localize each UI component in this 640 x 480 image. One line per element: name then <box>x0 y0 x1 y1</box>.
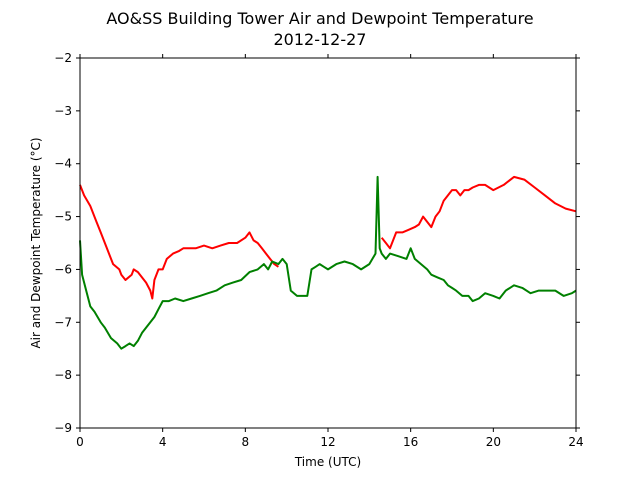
tick-layer: 0 4 8 12 16 20 24 −9 −8 −7 −6 −5 −4 −3 −2 <box>54 51 583 449</box>
x-tick-label: 8 <box>242 435 250 449</box>
x-tick-label: 24 <box>568 435 583 449</box>
series-layer <box>79 175 577 350</box>
chart-title: AO&SS Building Tower Air and Dewpoint Te… <box>106 9 533 28</box>
series-line-1 <box>79 184 279 300</box>
series-line-2 <box>380 175 577 250</box>
y-tick-label: −6 <box>54 262 72 276</box>
y-tick-label: −5 <box>54 210 72 224</box>
x-tick-label: 16 <box>403 435 418 449</box>
chart-subtitle: 2012-12-27 <box>274 30 367 49</box>
x-tick-label: 20 <box>486 435 501 449</box>
y-axis-label: Air and Dewpoint Temperature (°C) <box>29 137 43 348</box>
x-tick-label: 12 <box>320 435 335 449</box>
y-tick-label: −9 <box>54 421 72 435</box>
y-tick-label: −2 <box>54 51 72 65</box>
plot-frame <box>79 57 577 429</box>
series-line-3 <box>79 175 577 350</box>
x-tick-label: 4 <box>159 435 167 449</box>
y-tick-label: −7 <box>54 315 72 329</box>
y-tick-label: −8 <box>54 368 72 382</box>
x-axis-label: Time (UTC) <box>294 455 361 469</box>
y-tick-label: −3 <box>54 104 72 118</box>
x-tick-label: 0 <box>76 435 84 449</box>
y-tick-label: −4 <box>54 157 72 171</box>
